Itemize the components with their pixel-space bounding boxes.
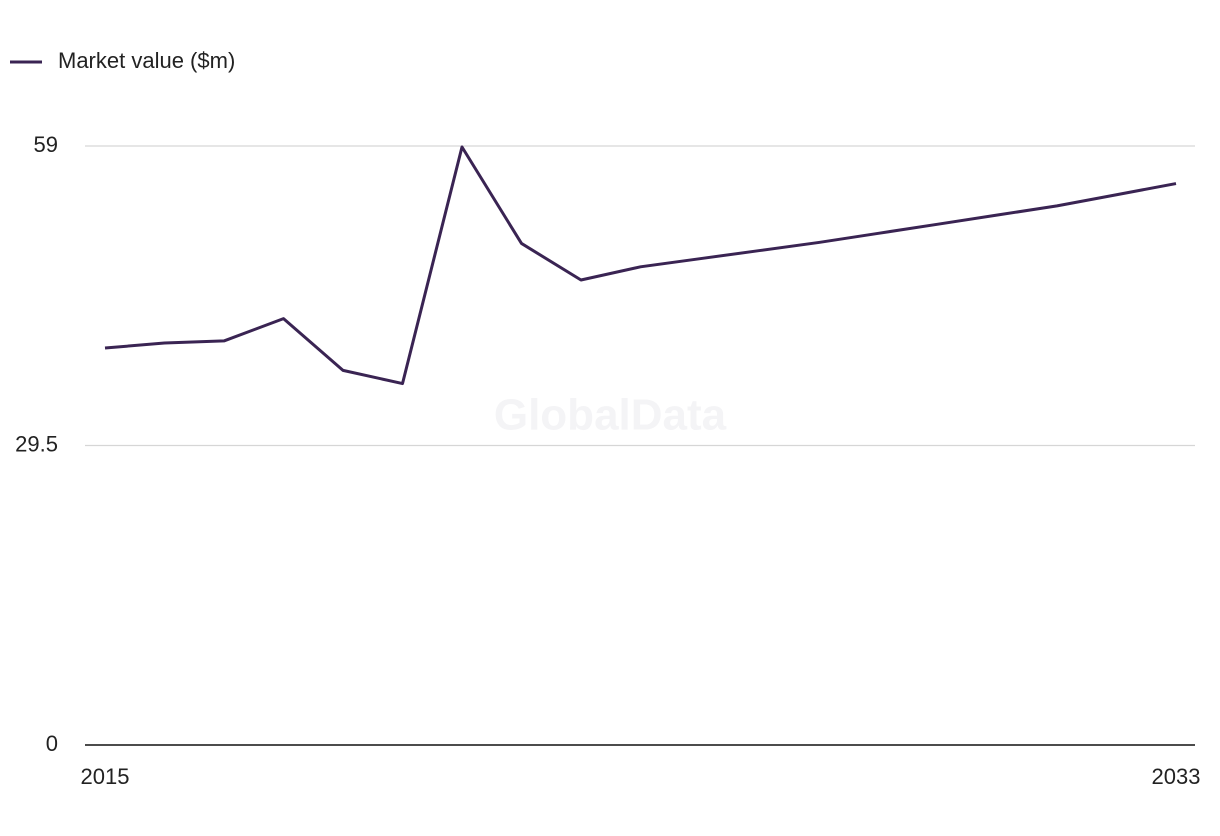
series-line (104, 145, 1177, 386)
y-tick-label: 29.5 (15, 431, 58, 456)
x-tick-label: 2033 (1152, 764, 1201, 789)
y-tick-label: 0 (46, 731, 58, 756)
watermark: GlobalData (494, 391, 727, 440)
legend-label: Market value ($m) (58, 48, 235, 73)
y-tick-label: 59 (34, 132, 58, 157)
x-tick-label: 2015 (81, 764, 130, 789)
